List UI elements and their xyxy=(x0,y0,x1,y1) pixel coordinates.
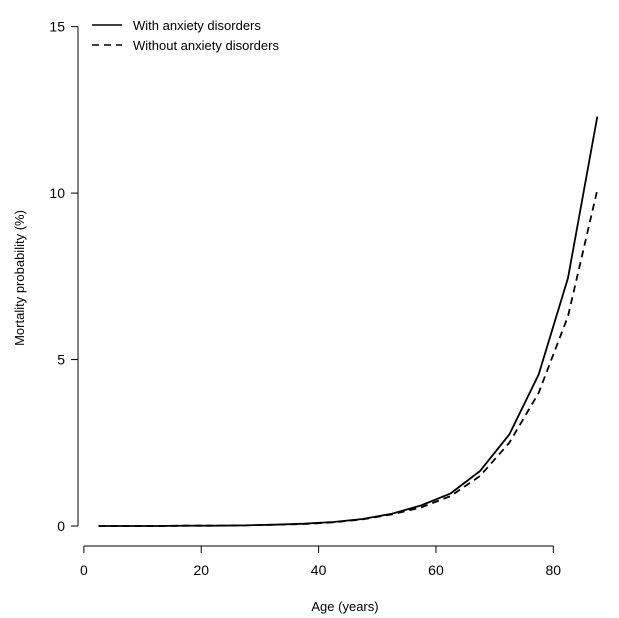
y-tick-label: 10 xyxy=(49,185,65,201)
y-tick-label: 15 xyxy=(49,19,65,35)
series-layer xyxy=(98,116,599,527)
x-tick-label: 0 xyxy=(80,562,88,578)
y-axis-label: Mortality probability (%) xyxy=(12,210,27,346)
x-tick-label: 60 xyxy=(428,562,444,578)
x-axis-label: Age (years) xyxy=(311,599,378,614)
legend: With anxiety disorders Without anxiety d… xyxy=(92,18,279,53)
y-tick-label: 5 xyxy=(57,352,65,368)
series-line-without-anxiety xyxy=(98,189,599,527)
y-axis-ticks: 0 5 10 15 xyxy=(49,19,78,534)
legend-label-without-anxiety: Without anxiety disorders xyxy=(133,38,279,53)
x-tick-label: 20 xyxy=(193,562,209,578)
y-tick-label: 0 xyxy=(57,518,65,534)
x-axis-ticks: 0 20 40 60 80 xyxy=(80,546,561,578)
series-line-with-anxiety xyxy=(98,116,599,527)
x-tick-label: 40 xyxy=(311,562,327,578)
x-tick-label: 80 xyxy=(546,562,562,578)
legend-label-with-anxiety: With anxiety disorders xyxy=(133,18,261,33)
